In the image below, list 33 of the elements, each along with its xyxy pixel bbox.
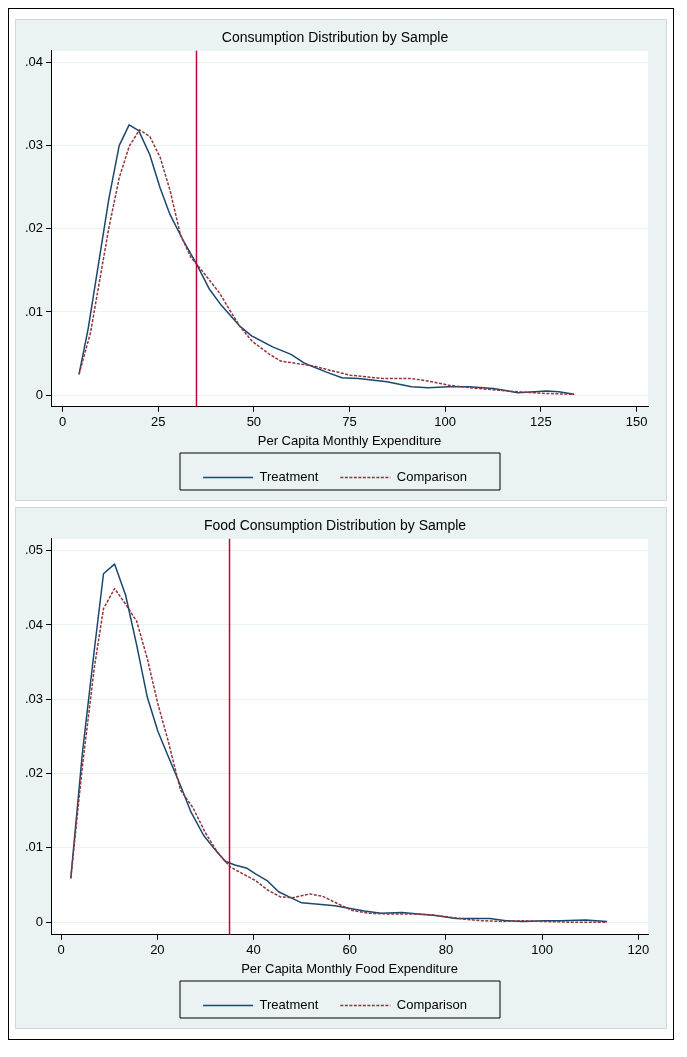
y-tick-label: .04: [24, 616, 44, 632]
y-tick-label: 0: [35, 913, 44, 929]
x-tick-label: 40: [246, 942, 261, 958]
legend-label: Treatment: [259, 997, 319, 1013]
legend-label: Treatment: [259, 469, 319, 485]
x-tick-label: 0: [58, 414, 67, 430]
x-tick-label: 80: [438, 942, 454, 958]
x-tick-label: 100: [531, 942, 554, 958]
y-tick-label: .03: [24, 137, 44, 153]
x-tick-label: 60: [342, 942, 358, 958]
x-tick-label: 25: [150, 414, 166, 430]
legend-label: Comparison: [396, 469, 467, 485]
y-tick-label: .01: [24, 303, 44, 319]
x-tick-label: 0: [57, 942, 65, 958]
chart-title: Food Consumption Distribution by Sample: [203, 517, 467, 534]
y-tick-label: .02: [24, 220, 44, 236]
x-tick-label: 120: [627, 942, 650, 958]
x-axis-title: Per Capita Monthly Expenditure: [257, 432, 442, 448]
y-tick-label: .05: [24, 542, 44, 558]
x-tick-label: 20: [150, 942, 165, 958]
y-tick-label: .03: [24, 690, 44, 706]
y-tick-label: .01: [24, 839, 44, 855]
y-tick-label: 0: [35, 386, 44, 402]
x-tick-label: 150: [625, 414, 648, 430]
chart-title: Consumption Distribution by Sample: [221, 29, 449, 46]
x-tick-label: 100: [434, 414, 457, 430]
x-tick-label: 125: [530, 414, 552, 430]
x-tick-label: 75: [342, 414, 357, 430]
x-tick-label: 50: [246, 414, 262, 430]
y-tick-label: .04: [24, 54, 44, 70]
x-axis-title: Per Capita Monthly Food Expenditure: [241, 960, 458, 976]
legend-label: Comparison: [396, 997, 467, 1013]
y-tick-label: .02: [24, 765, 44, 781]
